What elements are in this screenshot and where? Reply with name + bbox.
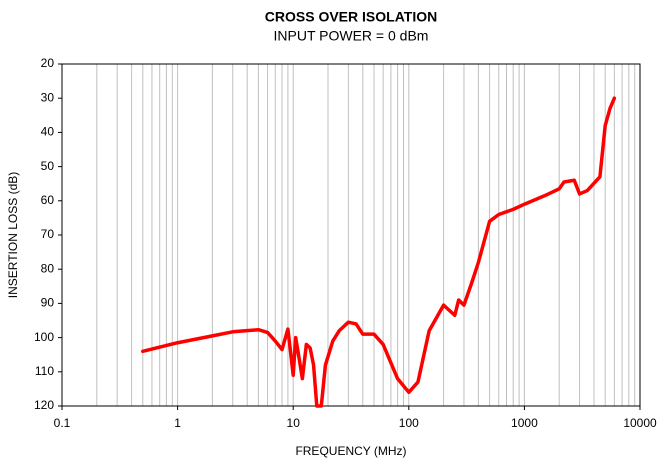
- y-tick-label: 60: [41, 193, 55, 207]
- x-tick-label: 0.1: [54, 416, 71, 430]
- chart-title: CROSS OVER ISOLATION: [265, 9, 437, 25]
- y-tick-label: 50: [41, 159, 55, 173]
- x-tick-label: 10: [287, 416, 301, 430]
- y-tick-label: 80: [41, 261, 55, 275]
- x-tick-label: 100: [399, 416, 419, 430]
- y-tick-label: 110: [35, 364, 54, 378]
- y-axis-label: INSERTION LOSS (dB): [6, 172, 20, 298]
- x-axis-label: FREQUENCY (MHz): [295, 444, 406, 458]
- x-tick-label: 1: [174, 416, 181, 430]
- chart-subtitle: INPUT POWER = 0 dBm: [274, 28, 429, 44]
- x-tick-label: 10000: [623, 416, 657, 430]
- x-tick-label: 1000: [511, 416, 538, 430]
- plot-frame: [61, 63, 641, 407]
- y-tick-label: 100: [34, 330, 54, 344]
- y-tick-label: 70: [41, 227, 55, 241]
- y-tick-label: 40: [41, 125, 55, 139]
- y-tick-label: 30: [41, 90, 55, 104]
- data-line: [141, 96, 617, 408]
- y-tick-label: 120: [34, 398, 54, 412]
- y-tick-label: 20: [41, 56, 55, 70]
- y-tick-label: 90: [41, 296, 55, 310]
